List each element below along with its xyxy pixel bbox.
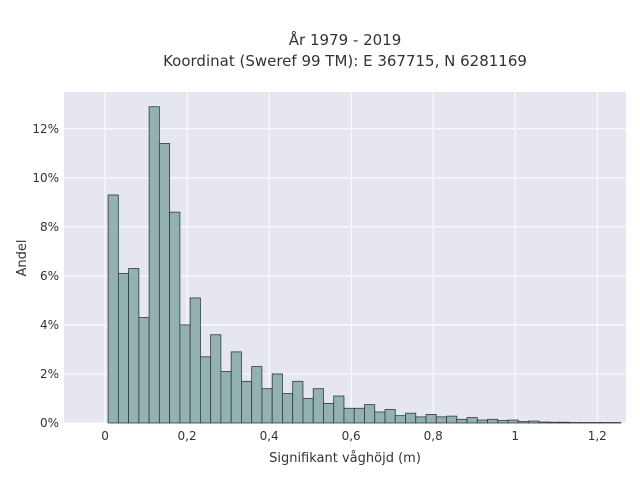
histogram-bar <box>292 380 304 424</box>
histogram-bar <box>538 421 550 424</box>
histogram-bar <box>405 412 417 424</box>
histogram-bar <box>148 106 160 424</box>
histogram-bar <box>220 371 232 424</box>
y-tick-label: 2% <box>40 367 59 381</box>
histogram-bar <box>558 421 570 424</box>
histogram-bar <box>528 420 540 424</box>
histogram-bar <box>323 402 335 424</box>
histogram-bar <box>394 415 406 424</box>
histogram-bar <box>364 404 376 424</box>
y-tick-label: 12% <box>32 122 59 136</box>
histogram-bar <box>384 409 396 424</box>
y-tick-label: 0% <box>40 416 59 430</box>
histogram-bar <box>353 407 365 424</box>
histogram-bar <box>466 417 478 424</box>
histogram-bar <box>210 334 222 424</box>
histogram-bar <box>476 419 488 424</box>
histogram-bar <box>456 418 468 424</box>
histogram-bar <box>169 211 181 424</box>
y-tick-label: 6% <box>40 269 59 283</box>
y-axis-ticks: 0% 2% 4% 6% 8% 10% 12% <box>32 122 59 430</box>
histogram-bar <box>261 388 273 424</box>
chart-title-line1: År 1979 - 2019 <box>289 30 402 49</box>
histogram-bar <box>158 143 171 424</box>
x-tick-label: 0 <box>101 429 109 443</box>
histogram-bar <box>435 416 447 424</box>
histogram-bar <box>487 418 499 424</box>
histogram-bar <box>302 398 314 424</box>
x-tick-label: 1,2 <box>588 429 607 443</box>
histogram-bar <box>517 421 529 424</box>
x-axis-ticks: 0 0,2 0,4 0,6 0,8 1 1,2 <box>101 429 607 443</box>
histogram-bar <box>128 268 140 424</box>
histogram-bar <box>230 351 242 424</box>
y-tick-label: 10% <box>32 171 59 185</box>
histogram-bar <box>343 407 355 424</box>
histogram-bar <box>179 324 191 424</box>
histogram-bar <box>199 356 212 424</box>
histogram-bar <box>241 380 253 424</box>
x-tick-label: 0,8 <box>424 429 443 443</box>
x-tick-label: 1 <box>511 429 519 443</box>
histogram-bar <box>425 414 437 424</box>
histogram-bar <box>282 393 294 424</box>
y-tick-label: 4% <box>40 318 59 332</box>
histogram-bar <box>189 297 201 424</box>
histogram-bar <box>446 415 458 424</box>
histogram-bar <box>107 194 119 424</box>
histogram-bars <box>107 106 622 424</box>
x-tick-label: 0,6 <box>342 429 361 443</box>
histogram-bar <box>138 317 150 424</box>
histogram-bar <box>271 373 283 424</box>
x-axis-label: Signifikant våghöjd (m) <box>269 451 421 466</box>
histogram-bar <box>374 411 386 424</box>
chart-title-line2: Koordinat (Sweref 99 TM): E 367715, N 62… <box>163 52 527 70</box>
histogram-bar <box>333 395 345 424</box>
histogram-bar <box>548 421 560 424</box>
histogram-bar <box>251 366 263 424</box>
histogram-bar <box>507 419 519 424</box>
histogram-bar <box>312 388 324 424</box>
x-tick-label: 0,4 <box>260 429 279 443</box>
histogram-bar <box>497 420 509 424</box>
y-axis-label: Andel <box>15 240 30 277</box>
histogram-bar <box>415 416 427 424</box>
y-tick-label: 8% <box>40 220 59 234</box>
x-tick-label: 0,2 <box>178 429 197 443</box>
histogram-bar <box>117 273 130 424</box>
